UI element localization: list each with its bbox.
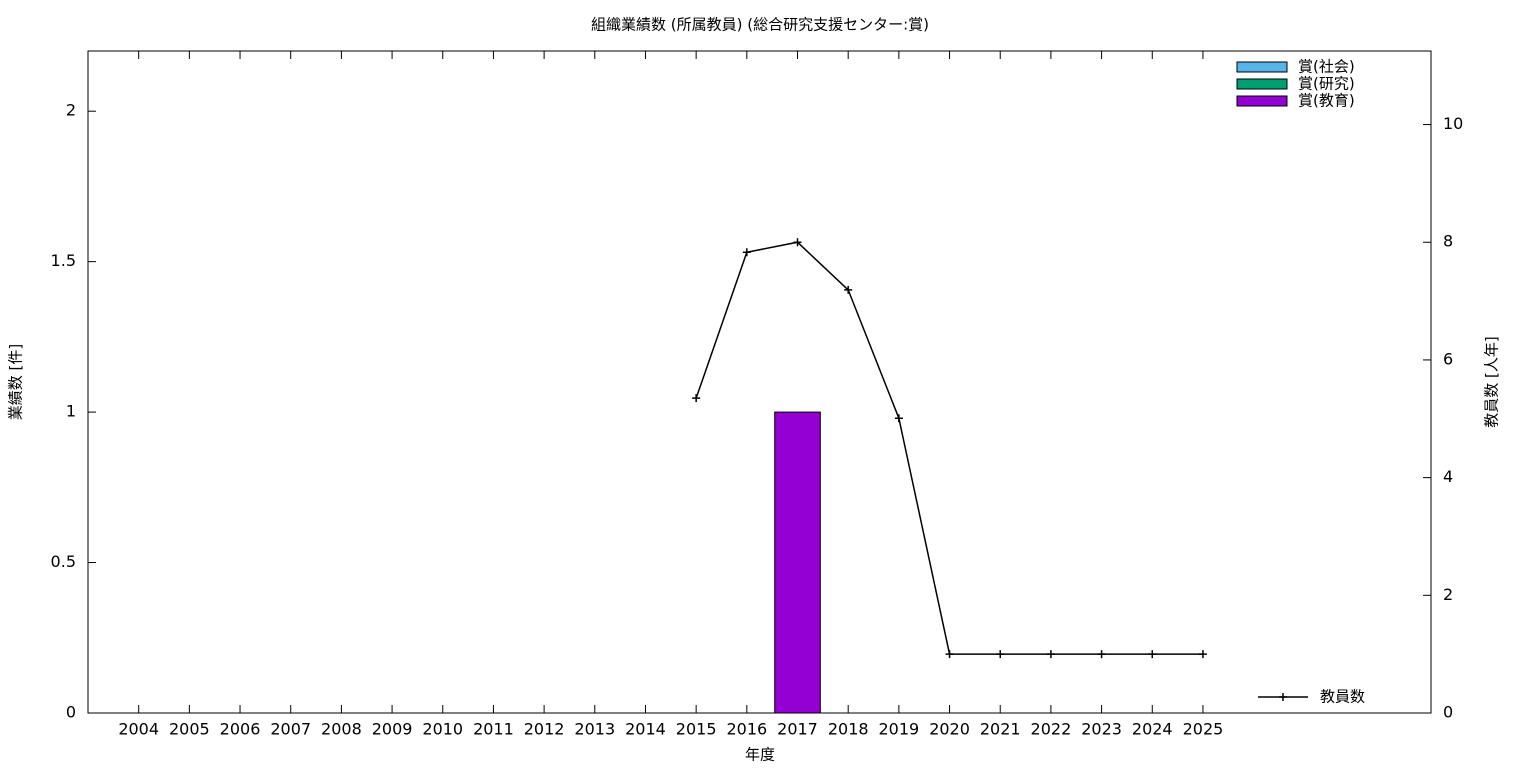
y-axis-label: 業績数 [件] (7, 344, 25, 420)
x-tick-label: 2022 (1031, 720, 1072, 739)
point (1148, 650, 1157, 659)
x-tick-label: 2017 (777, 720, 818, 739)
x-tick-label: 2025 (1183, 720, 1224, 739)
x-tick-label: 2005 (169, 720, 210, 739)
bar (774, 411, 821, 714)
point (793, 238, 802, 247)
point (1097, 650, 1106, 659)
x-tick-label: 2023 (1081, 720, 1122, 739)
x-tick-label: 2012 (524, 720, 565, 739)
x-tick-label: 2010 (422, 720, 463, 739)
x-tick-label: 2021 (980, 720, 1021, 739)
x-tick-label: 2020 (929, 720, 970, 739)
y2-tick-label: 4 (1443, 467, 1453, 486)
x-tick-label: 2008 (321, 720, 362, 739)
point (1198, 650, 1207, 659)
legend-label: 賞(教育) (1298, 92, 1355, 110)
point (692, 394, 701, 403)
y-tick-label: 1 (66, 402, 76, 421)
legend-label: 賞(社会) (1298, 58, 1355, 76)
point (742, 248, 751, 257)
y2-tick-label: 6 (1443, 349, 1453, 368)
x-tick-label: 2009 (372, 720, 413, 739)
x-tick-label: 2004 (118, 720, 159, 739)
legend-swatch (1236, 78, 1288, 90)
plot-frame (87, 50, 1432, 714)
legend-swatch (1236, 95, 1288, 107)
x-tick-label: 2006 (220, 720, 261, 739)
y2-tick-label: 8 (1443, 232, 1453, 251)
legend-swatch (1279, 693, 1287, 701)
y2-tick-label: 2 (1443, 585, 1453, 604)
point (844, 285, 853, 294)
legend-label: 賞(研究) (1298, 75, 1355, 93)
y2-tick-label: 0 (1443, 703, 1453, 722)
y2-tick-label: 10 (1443, 114, 1463, 133)
legend-swatch (1236, 61, 1288, 73)
x-tick-label: 2014 (625, 720, 666, 739)
x-axis-label: 年度 (745, 746, 775, 764)
y-tick-label: 0.5 (51, 552, 76, 571)
x-tick-label: 2013 (574, 720, 615, 739)
x-tick-label: 2018 (828, 720, 869, 739)
y-tick-label: 0 (66, 703, 76, 722)
y2-axis-label: 教員数 [人年] (1483, 336, 1501, 427)
x-tick-label: 2015 (676, 720, 717, 739)
y-tick-label: 1.5 (51, 251, 76, 270)
point (996, 650, 1005, 659)
point (894, 414, 903, 423)
x-tick-label: 2011 (473, 720, 514, 739)
x-tick-label: 2016 (726, 720, 767, 739)
legend-label: 教員数 (1320, 688, 1365, 706)
x-tick-label: 2024 (1132, 720, 1173, 739)
y-tick-label: 2 (66, 101, 76, 120)
chart-title: 組織業績数 (所属教員) (総合研究支援センター:賞) (591, 16, 929, 34)
x-tick-label: 2019 (879, 720, 920, 739)
line (695, 241, 1203, 655)
x-tick-label: 2007 (270, 720, 311, 739)
point (945, 650, 954, 659)
point (1046, 650, 1055, 659)
